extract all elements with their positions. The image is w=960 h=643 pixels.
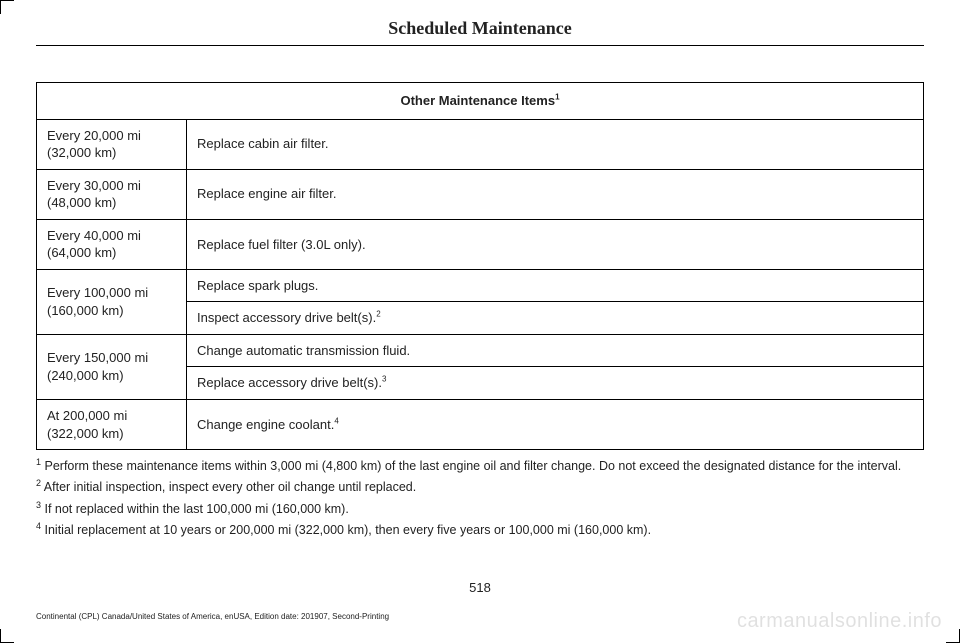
footnote: 3 If not replaced within the last 100,00… — [36, 499, 924, 518]
footnote: 1 Perform these maintenance items within… — [36, 456, 924, 475]
table-header-text: Other Maintenance Items — [400, 93, 555, 108]
task-cell: Change automatic transmission fluid. — [187, 334, 924, 367]
table-header-sup: 1 — [555, 93, 559, 102]
crop-mark — [0, 629, 14, 643]
footnote: 4 Initial replacement at 10 years or 200… — [36, 520, 924, 539]
table-header: Other Maintenance Items1 — [37, 83, 924, 120]
task-text: Change automatic transmission fluid. — [197, 343, 410, 358]
task-text: Inspect accessory drive belt(s). — [197, 310, 376, 325]
footnote-text: If not replaced within the last 100,000 … — [41, 502, 349, 516]
task-cell: Change engine coolant.4 — [187, 400, 924, 450]
interval-cell: Every 100,000 mi (160,000 km) — [37, 269, 187, 334]
table-row: Every 100,000 mi (160,000 km)Replace spa… — [37, 269, 924, 302]
task-cell: Inspect accessory drive belt(s).2 — [187, 302, 924, 335]
page-title: Scheduled Maintenance — [36, 18, 924, 45]
page-container: Scheduled Maintenance Other Maintenance … — [0, 0, 960, 643]
interval-cell: Every 40,000 mi (64,000 km) — [37, 219, 187, 269]
task-cell: Replace accessory drive belt(s).3 — [187, 367, 924, 400]
task-cell: Replace fuel filter (3.0L only). — [187, 219, 924, 269]
task-cell: Replace spark plugs. — [187, 269, 924, 302]
title-rule — [36, 45, 924, 46]
task-cell: Replace engine air filter. — [187, 169, 924, 219]
table-row: Every 150,000 mi (240,000 km)Change auto… — [37, 334, 924, 367]
task-sup: 2 — [376, 310, 380, 319]
footer-line: Continental (CPL) Canada/United States o… — [36, 612, 389, 621]
page-number: 518 — [0, 580, 960, 595]
footnote: 2 After initial inspection, inspect ever… — [36, 477, 924, 496]
interval-cell: Every 20,000 mi (32,000 km) — [37, 119, 187, 169]
task-sup: 3 — [382, 375, 386, 384]
maintenance-table: Other Maintenance Items1 Every 20,000 mi… — [36, 82, 924, 450]
task-text: Replace spark plugs. — [197, 278, 318, 293]
task-text: Replace fuel filter (3.0L only). — [197, 237, 366, 252]
table-row: Every 30,000 mi (48,000 km) Replace engin… — [37, 169, 924, 219]
task-text: Change engine coolant. — [197, 417, 334, 432]
table-row: Every 40,000 mi (64,000 km) Replace fuel … — [37, 219, 924, 269]
task-sup: 4 — [334, 416, 338, 425]
footnote-text: After initial inspection, inspect every … — [41, 481, 416, 495]
task-text: Replace engine air filter. — [197, 186, 336, 201]
footnote-text: Initial replacement at 10 years or 200,0… — [41, 523, 651, 537]
crop-mark — [946, 629, 960, 643]
footnote-text: Perform these maintenance items within 3… — [41, 459, 901, 473]
footnotes: 1 Perform these maintenance items within… — [36, 456, 924, 539]
task-text: Replace accessory drive belt(s). — [197, 375, 382, 390]
table-row: Every 20,000 mi (32,000 km) Replace cabin… — [37, 119, 924, 169]
table-row: At 200,000 mi (322,000 km)Change engine … — [37, 400, 924, 450]
crop-mark — [0, 0, 14, 14]
interval-cell: At 200,000 mi (322,000 km) — [37, 400, 187, 450]
interval-cell: Every 150,000 mi (240,000 km) — [37, 334, 187, 399]
task-cell: Replace cabin air filter. — [187, 119, 924, 169]
interval-cell: Every 30,000 mi (48,000 km) — [37, 169, 187, 219]
task-text: Replace cabin air filter. — [197, 136, 329, 151]
watermark: carmanualsonline.info — [737, 610, 942, 633]
